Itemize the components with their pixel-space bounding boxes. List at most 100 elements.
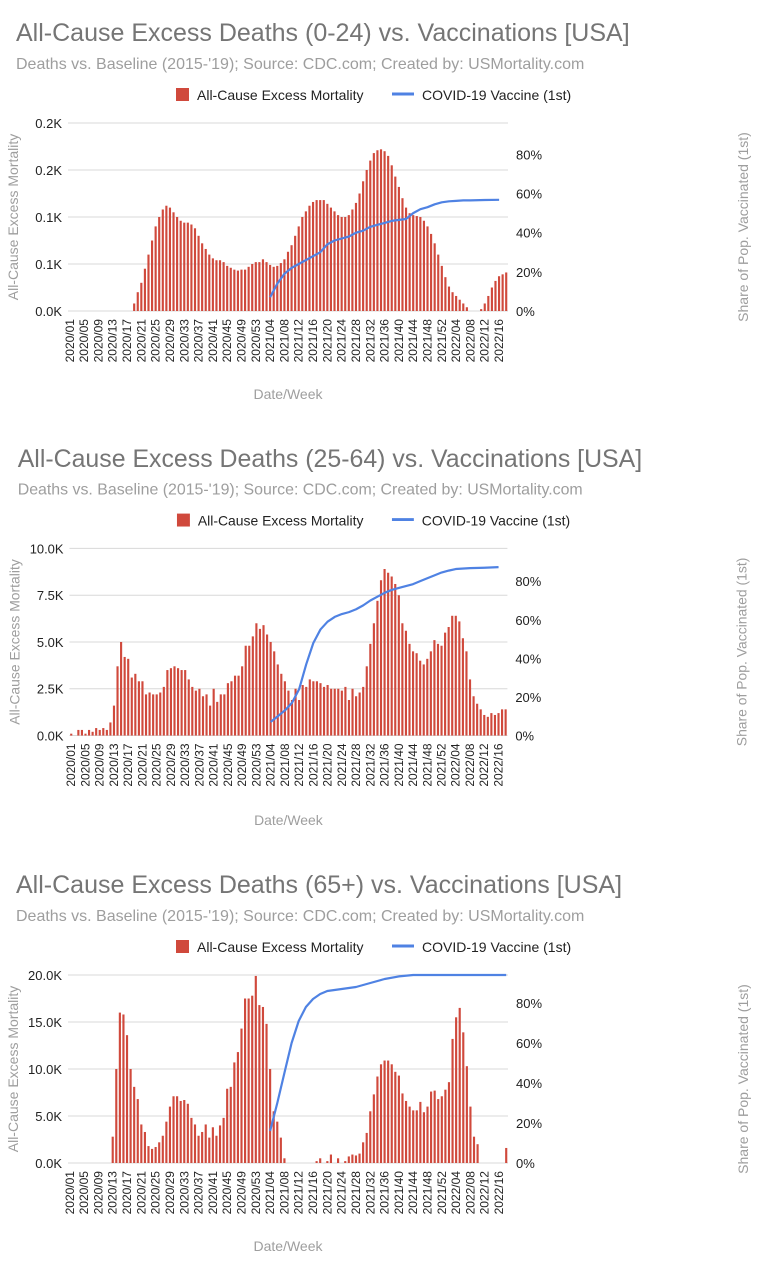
bar	[154, 1147, 157, 1163]
x-axis-title: Date/Week	[254, 386, 324, 402]
bar	[404, 207, 408, 311]
bar	[408, 643, 411, 736]
bar	[358, 1153, 361, 1163]
y-tick-label: 5.0K	[35, 1109, 62, 1124]
legend-bars-swatch	[176, 940, 189, 953]
bar	[130, 677, 133, 736]
bar	[469, 1106, 472, 1163]
bar	[365, 666, 368, 736]
x-tick-label: 2021/36	[378, 743, 392, 787]
bar	[162, 686, 165, 736]
bar	[112, 705, 116, 736]
bar	[315, 200, 318, 311]
x-tick-label: 2021/16	[306, 319, 320, 363]
bar	[261, 1006, 265, 1163]
x-tick-label: 2020/49	[235, 319, 249, 363]
bar	[451, 615, 454, 736]
bar	[201, 696, 205, 736]
bar	[383, 151, 386, 311]
bar	[122, 1014, 125, 1163]
bar	[501, 709, 504, 736]
bar	[204, 1124, 207, 1163]
bar	[433, 243, 436, 311]
bar	[487, 295, 490, 311]
bar	[165, 205, 168, 311]
x-tick-label: 2020/45	[220, 1171, 234, 1215]
x-tick-label: 2021/28	[349, 743, 363, 787]
x-tick-label: 2020/53	[249, 1171, 263, 1215]
bar	[462, 303, 465, 311]
bar	[150, 240, 154, 311]
bar	[251, 995, 254, 1163]
bar	[294, 688, 297, 736]
bar	[148, 692, 151, 736]
bar	[437, 254, 440, 311]
x-tick-label: 2022/04	[449, 319, 463, 363]
x-tick-label: 2020/41	[206, 1171, 220, 1215]
bar	[419, 1101, 422, 1163]
x-tick-label: 2020/45	[220, 319, 234, 363]
x-tick-label: 2021/52	[435, 743, 449, 787]
bar	[397, 186, 400, 311]
bar	[494, 280, 497, 311]
x-tick-label: 2020/33	[177, 319, 191, 363]
x-tick-label: 2020/41	[206, 319, 220, 363]
bar	[218, 260, 222, 311]
bar	[362, 1142, 365, 1163]
x-tick-label: 2022/08	[463, 319, 477, 363]
x-tick-label: 2021/52	[435, 1171, 449, 1215]
bar	[176, 668, 180, 736]
bar	[372, 153, 375, 311]
bar	[154, 226, 157, 311]
legend: All-Cause Excess Mortality COVID-19 Vacci…	[176, 513, 570, 529]
x-tick-label: 2022/04	[449, 743, 463, 787]
bar	[236, 1052, 239, 1163]
y-tick-label: 20.0K	[28, 968, 62, 983]
x-tick-label: 2021/20	[320, 1171, 334, 1215]
bar	[190, 224, 193, 311]
x-axis-title: Date/Week	[254, 812, 323, 828]
bar	[376, 1076, 379, 1163]
x-tick-label: 2021/40	[392, 1171, 406, 1215]
bar	[444, 1089, 447, 1163]
bar	[176, 217, 179, 311]
bar	[125, 1035, 129, 1163]
bar	[84, 733, 87, 736]
bar	[248, 645, 251, 736]
bar	[283, 681, 286, 736]
bar	[440, 265, 443, 311]
bar	[344, 686, 347, 736]
bar	[87, 729, 91, 736]
bar	[233, 675, 237, 736]
bar	[447, 286, 451, 311]
bar	[468, 679, 472, 736]
y-tick-label: 2.5K	[37, 682, 64, 697]
x-tick-label: 2020/05	[78, 743, 92, 787]
bar	[251, 264, 254, 311]
x-tick-label: 2020/21	[134, 1171, 148, 1215]
bar	[204, 248, 207, 311]
bar	[376, 600, 379, 736]
y-tick-label: 5.0K	[37, 635, 64, 650]
bar	[394, 176, 397, 311]
bar	[451, 1038, 454, 1163]
bar	[241, 666, 244, 736]
chart-subtitle: Deaths vs. Baseline (2015-'19); Source: …	[16, 908, 584, 925]
x-tick-label: 2021/32	[363, 743, 377, 787]
x-tick-label: 2020/25	[149, 319, 163, 363]
bar	[98, 729, 101, 736]
bar	[379, 1064, 383, 1163]
chart-subtitle: Deaths vs. Baseline (2015-'19); Source: …	[16, 56, 584, 73]
x-tick-label: 2020/17	[120, 319, 134, 363]
bar	[430, 1091, 433, 1163]
x-tick-label: 2021/12	[292, 1171, 306, 1215]
x-tick-label: 2020/45	[221, 743, 235, 787]
legend-bars-swatch	[176, 88, 189, 101]
y2-tick-label: 60%	[515, 613, 541, 628]
bar	[497, 713, 500, 736]
x-tick-label: 2021/16	[306, 1171, 320, 1215]
bar	[201, 243, 204, 311]
bar	[143, 1131, 146, 1163]
x-tick-label: 2020/29	[164, 743, 178, 787]
x-tick-label: 2020/25	[150, 743, 164, 787]
